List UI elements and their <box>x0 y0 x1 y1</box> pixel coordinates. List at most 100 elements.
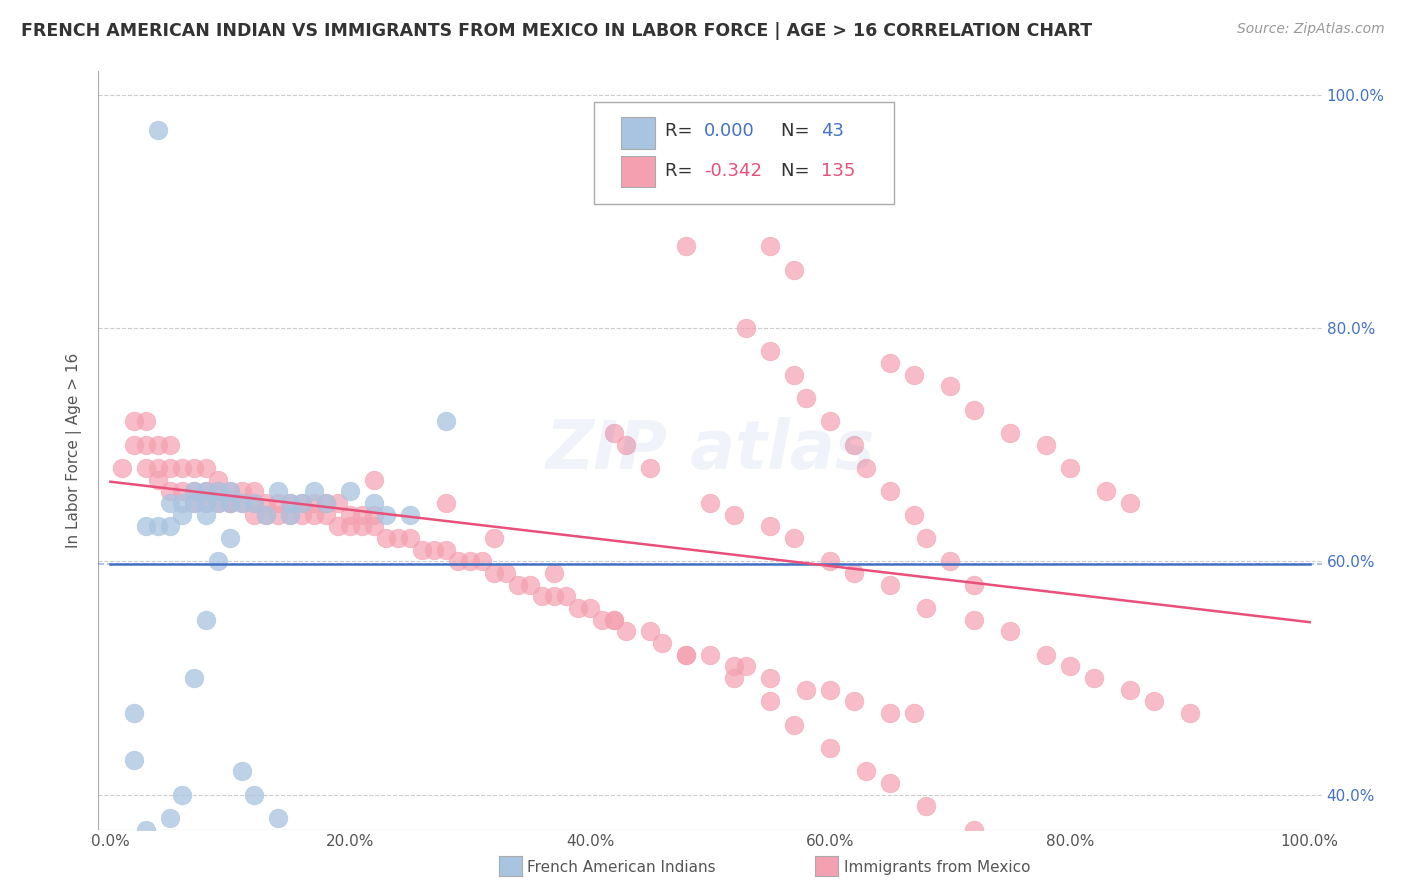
Point <box>1119 682 1142 697</box>
Point <box>339 508 361 522</box>
Point <box>638 624 661 639</box>
Point <box>783 717 806 731</box>
Point <box>1035 437 1057 451</box>
Point <box>818 414 841 428</box>
Point <box>207 484 229 499</box>
Point <box>723 181 745 195</box>
Point <box>159 437 181 451</box>
Point <box>243 484 266 499</box>
Point <box>172 508 194 522</box>
Point <box>352 519 374 533</box>
Point <box>207 496 229 510</box>
Point <box>842 437 865 451</box>
Point <box>651 636 673 650</box>
Point <box>879 484 901 499</box>
FancyBboxPatch shape <box>593 102 893 204</box>
Point <box>254 508 277 522</box>
Point <box>363 508 385 522</box>
Point <box>735 321 758 335</box>
Point <box>315 496 337 510</box>
Point <box>723 659 745 673</box>
Text: Source: ZipAtlas.com: Source: ZipAtlas.com <box>1237 22 1385 37</box>
Point <box>148 461 170 475</box>
Point <box>291 496 314 510</box>
Point <box>278 496 301 510</box>
Point <box>723 671 745 685</box>
Point <box>183 484 205 499</box>
Point <box>783 531 806 545</box>
Point <box>482 531 505 545</box>
Point <box>135 461 157 475</box>
Point <box>998 425 1021 440</box>
Point <box>375 531 398 545</box>
Bar <box>620 155 655 187</box>
Point <box>195 496 218 510</box>
Point <box>124 414 146 428</box>
Point <box>328 519 350 533</box>
Point <box>363 473 385 487</box>
Point <box>434 496 457 510</box>
Point <box>903 508 925 522</box>
Point <box>759 671 782 685</box>
Point <box>963 577 986 591</box>
Point <box>243 788 266 802</box>
Point <box>231 764 253 779</box>
Point <box>399 531 422 545</box>
Text: FRENCH AMERICAN INDIAN VS IMMIGRANTS FROM MEXICO IN LABOR FORCE | AGE > 16 CORRE: FRENCH AMERICAN INDIAN VS IMMIGRANTS FRO… <box>21 22 1092 40</box>
Point <box>939 554 962 568</box>
Point <box>243 496 266 510</box>
Point <box>447 554 470 568</box>
Point <box>135 414 157 428</box>
Point <box>411 542 433 557</box>
Point <box>842 694 865 708</box>
Text: 0.000: 0.000 <box>704 122 755 140</box>
Point <box>603 425 626 440</box>
Point <box>243 508 266 522</box>
Point <box>699 496 721 510</box>
Point <box>567 601 589 615</box>
Text: 135: 135 <box>821 162 856 180</box>
Point <box>879 577 901 591</box>
Point <box>818 740 841 755</box>
Point <box>434 414 457 428</box>
Point <box>759 519 782 533</box>
Point <box>638 461 661 475</box>
Point <box>1059 659 1081 673</box>
Point <box>219 531 242 545</box>
Point <box>111 461 134 475</box>
Point <box>543 566 565 580</box>
Point <box>278 846 301 860</box>
Point <box>183 484 205 499</box>
Text: 43: 43 <box>821 122 845 140</box>
Point <box>723 508 745 522</box>
Point <box>183 671 205 685</box>
Point <box>495 566 517 580</box>
Point <box>304 508 326 522</box>
Point <box>135 437 157 451</box>
Point <box>1178 706 1201 720</box>
Point <box>508 577 530 591</box>
Point <box>482 566 505 580</box>
Point <box>124 437 146 451</box>
Point <box>675 648 697 662</box>
Point <box>879 356 901 370</box>
Point <box>963 822 986 837</box>
Point <box>998 624 1021 639</box>
Point <box>614 437 637 451</box>
Point <box>172 484 194 499</box>
Point <box>939 379 962 393</box>
Text: N=: N= <box>780 122 815 140</box>
Point <box>183 496 205 510</box>
Point <box>195 484 218 499</box>
Point <box>207 473 229 487</box>
Point <box>783 262 806 277</box>
Point <box>903 706 925 720</box>
Point <box>219 484 242 499</box>
Point <box>818 554 841 568</box>
Text: R=: R= <box>665 162 697 180</box>
Point <box>195 484 218 499</box>
Point <box>879 706 901 720</box>
Text: ZIP atlas: ZIP atlas <box>546 417 875 483</box>
Point <box>278 508 301 522</box>
Point <box>614 624 637 639</box>
